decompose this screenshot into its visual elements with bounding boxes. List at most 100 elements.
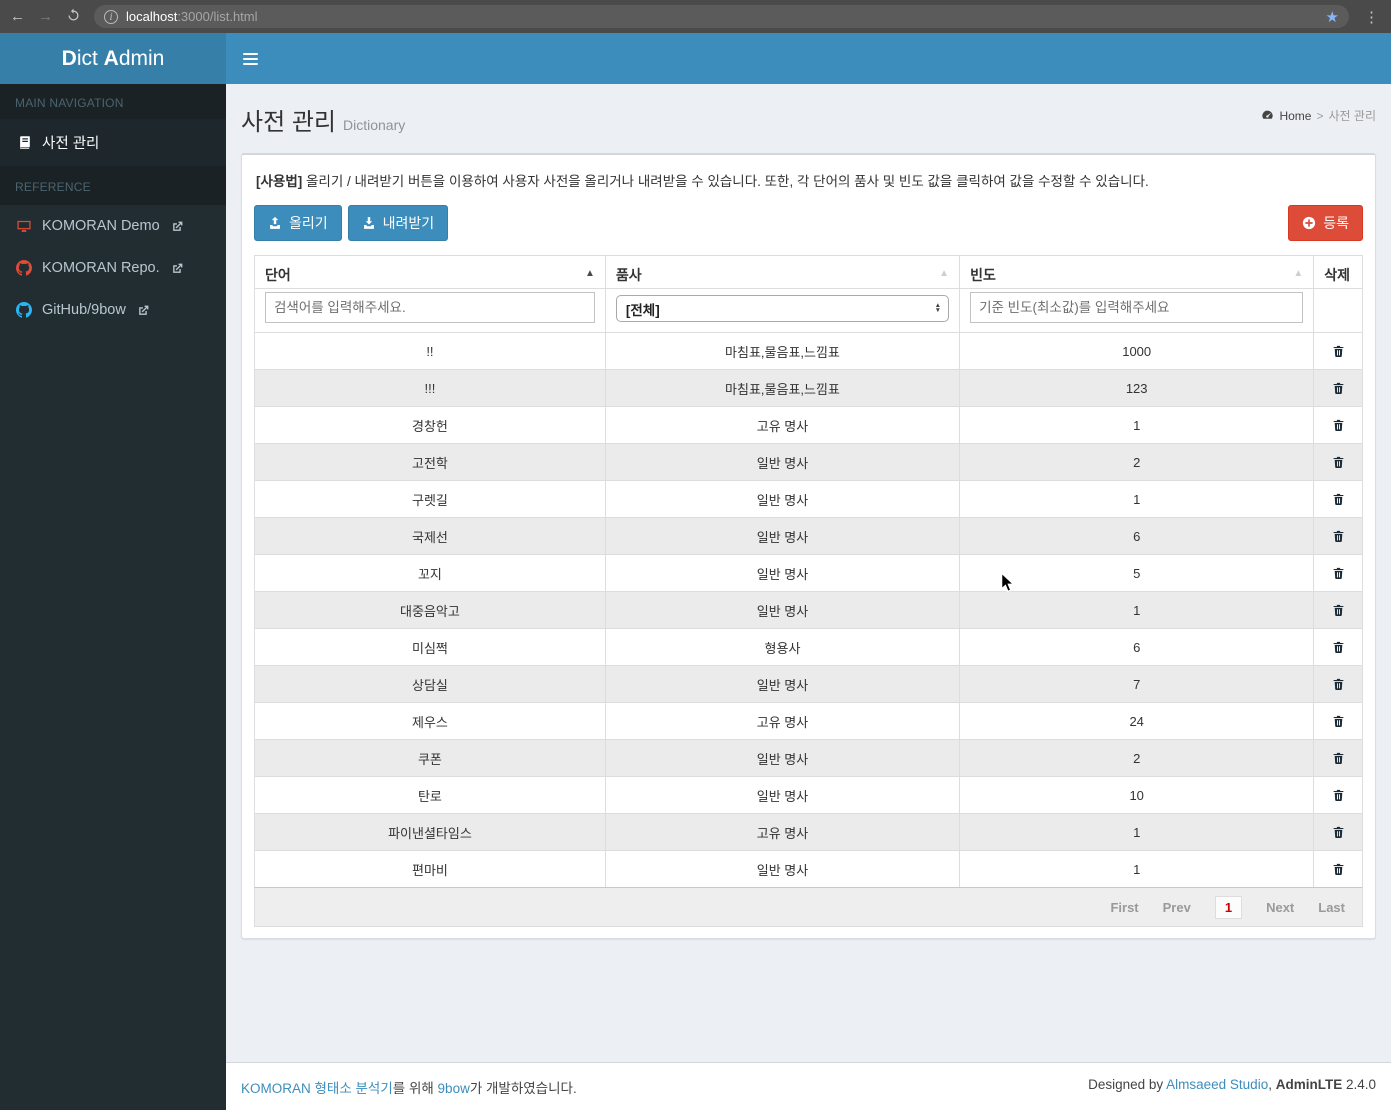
column-header-pos[interactable]: 품사 ▲ bbox=[604, 255, 961, 289]
logo-dmin: dmin bbox=[118, 46, 165, 70]
pagination-first[interactable]: First bbox=[1110, 899, 1139, 915]
komoran-link[interactable]: KOMORAN 형태소 분석기 bbox=[241, 1081, 393, 1096]
column-header-word[interactable]: 단어 ▲ bbox=[254, 255, 606, 289]
url-bar[interactable]: i localhost:3000/list.html ★ bbox=[94, 5, 1349, 28]
page-info-icon[interactable]: i bbox=[104, 9, 118, 24]
delete-row-button[interactable] bbox=[1328, 823, 1349, 841]
freq-cell[interactable]: 7 bbox=[959, 665, 1315, 703]
pos-filter-select[interactable]: [전체] ▲ ▼ bbox=[615, 295, 950, 322]
pagination-current-page[interactable]: 1 bbox=[1214, 895, 1243, 919]
sort-asc-icon[interactable]: ▲ bbox=[1293, 268, 1304, 279]
pos-cell[interactable]: 일반 명사 bbox=[604, 776, 961, 814]
freq-cell[interactable]: 1 bbox=[959, 813, 1315, 851]
dashboard-icon bbox=[1262, 110, 1274, 119]
pos-filter-cell: [전체] ▲ ▼ bbox=[604, 288, 961, 333]
usage-note: [사용법] 올리기 / 내려받기 버튼을 이용하여 사용자 사전을 올리거나 내… bbox=[254, 164, 1363, 205]
pos-cell[interactable]: 일반 명사 bbox=[604, 517, 961, 555]
sidebar-item-komoran-demo[interactable]: KOMORAN Demo bbox=[0, 205, 226, 247]
page-subtitle: Dictionary bbox=[343, 117, 406, 133]
upload-button-label: 올리기 bbox=[289, 215, 328, 231]
logo-bold-d: D bbox=[61, 46, 77, 70]
reload-icon[interactable] bbox=[66, 8, 81, 26]
freq-cell[interactable]: 1 bbox=[959, 850, 1315, 888]
download-button-label: 내려받기 bbox=[382, 215, 435, 231]
delete-cell bbox=[1313, 406, 1363, 444]
download-button[interactable]: 내려받기 bbox=[347, 205, 449, 241]
footer-designed-by: Designed by Almsaeed Studio, AdminLTE 2.… bbox=[1088, 1077, 1376, 1096]
sort-asc-icon[interactable]: ▲ bbox=[939, 268, 950, 279]
freq-cell[interactable]: 1 bbox=[959, 591, 1315, 629]
sidebar: MAIN NAVIGATION 사전 관리 REFERENCE KOMORAN … bbox=[0, 84, 226, 1110]
adminlte-brand: AdminLTE bbox=[1275, 1077, 1343, 1092]
pos-cell[interactable]: 마침표,물음표,느낌표 bbox=[604, 332, 961, 370]
freq-cell[interactable]: 1 bbox=[959, 406, 1315, 444]
pos-cell[interactable]: 일반 명사 bbox=[604, 554, 961, 592]
delete-row-button[interactable] bbox=[1328, 601, 1349, 619]
delete-row-button[interactable] bbox=[1328, 860, 1349, 878]
delete-cell bbox=[1313, 739, 1363, 777]
pos-cell[interactable]: 일반 명사 bbox=[604, 480, 961, 518]
freq-cell[interactable]: 1000 bbox=[959, 332, 1315, 370]
delete-row-button[interactable] bbox=[1328, 527, 1349, 545]
delete-row-button[interactable] bbox=[1328, 453, 1349, 471]
delete-row-button[interactable] bbox=[1328, 749, 1349, 767]
sidebar-item-komoran-repo[interactable]: KOMORAN Repo. bbox=[0, 247, 226, 289]
pos-cell[interactable]: 일반 명사 bbox=[604, 850, 961, 888]
freq-cell[interactable]: 10 bbox=[959, 776, 1315, 814]
delete-row-button[interactable] bbox=[1328, 416, 1349, 434]
register-button[interactable]: 등록 bbox=[1288, 205, 1363, 241]
delete-row-button[interactable] bbox=[1328, 638, 1349, 656]
delete-row-button[interactable] bbox=[1328, 675, 1349, 693]
delete-row-button[interactable] bbox=[1328, 786, 1349, 804]
browser-chrome: ← → i localhost:3000/list.html ★ ⋮ bbox=[0, 0, 1391, 33]
pos-cell[interactable]: 일반 명사 bbox=[604, 443, 961, 481]
word-search-input[interactable] bbox=[265, 292, 595, 323]
sidebar-toggle-icon[interactable] bbox=[226, 52, 275, 65]
pos-cell[interactable]: 형용사 bbox=[604, 628, 961, 666]
freq-cell[interactable]: 24 bbox=[959, 702, 1315, 740]
pagination: First Prev 1 Next Last bbox=[254, 887, 1363, 927]
freq-cell[interactable]: 2 bbox=[959, 443, 1315, 481]
browser-menu-icon[interactable]: ⋮ bbox=[1364, 8, 1379, 26]
delete-row-button[interactable] bbox=[1328, 564, 1349, 582]
back-icon[interactable]: ← bbox=[10, 8, 25, 25]
sort-asc-icon[interactable]: ▲ bbox=[584, 268, 595, 279]
delete-row-button[interactable] bbox=[1328, 712, 1349, 730]
freq-min-input[interactable] bbox=[970, 292, 1304, 323]
pos-cell[interactable]: 일반 명사 bbox=[604, 739, 961, 777]
table-row: 탄로 일반 명사 10 bbox=[254, 776, 1363, 814]
freq-cell[interactable]: 123 bbox=[959, 369, 1315, 407]
delete-row-button[interactable] bbox=[1328, 342, 1349, 360]
column-header-freq[interactable]: 빈도 ▲ bbox=[959, 255, 1315, 289]
forward-icon[interactable]: → bbox=[38, 8, 53, 25]
pagination-next[interactable]: Next bbox=[1266, 899, 1295, 915]
breadcrumb-home[interactable]: Home bbox=[1261, 109, 1311, 123]
freq-cell[interactable]: 2 bbox=[959, 739, 1315, 777]
adminlte-version: 2.4.0 bbox=[1342, 1077, 1376, 1092]
almsaeed-link[interactable]: Almsaeed Studio bbox=[1166, 1077, 1269, 1092]
freq-cell[interactable]: 1 bbox=[959, 480, 1315, 518]
pos-cell[interactable]: 마침표,물음표,느낌표 bbox=[604, 369, 961, 407]
page-title-text: 사전 관리 bbox=[241, 109, 336, 136]
ninebow-link[interactable]: 9bow bbox=[437, 1081, 470, 1096]
pos-cell[interactable]: 고유 명사 bbox=[604, 406, 961, 444]
table-row: 고전학 일반 명사 2 bbox=[254, 443, 1363, 481]
freq-cell[interactable]: 5 bbox=[959, 554, 1315, 592]
pos-cell[interactable]: 고유 명사 bbox=[604, 702, 961, 740]
sidebar-item-github-9bow[interactable]: GitHub/9bow bbox=[0, 289, 226, 331]
usage-label: [사용법] bbox=[256, 174, 303, 189]
pagination-prev[interactable]: Prev bbox=[1162, 899, 1191, 915]
bookmark-star-icon[interactable]: ★ bbox=[1325, 8, 1339, 26]
freq-cell[interactable]: 6 bbox=[959, 517, 1315, 555]
pos-cell[interactable]: 일반 명사 bbox=[604, 591, 961, 629]
pos-cell[interactable]: 일반 명사 bbox=[604, 665, 961, 703]
table-row: 구렛길 일반 명사 1 bbox=[254, 480, 1363, 518]
freq-cell[interactable]: 6 bbox=[959, 628, 1315, 666]
delete-row-button[interactable] bbox=[1328, 379, 1349, 397]
app-logo[interactable]: Dict Admin bbox=[0, 33, 226, 84]
pagination-last[interactable]: Last bbox=[1318, 899, 1345, 915]
upload-button[interactable]: 올리기 bbox=[254, 205, 342, 241]
delete-row-button[interactable] bbox=[1328, 490, 1349, 508]
sidebar-item-dictionary[interactable]: 사전 관리 bbox=[0, 119, 226, 166]
pos-cell[interactable]: 고유 명사 bbox=[604, 813, 961, 851]
